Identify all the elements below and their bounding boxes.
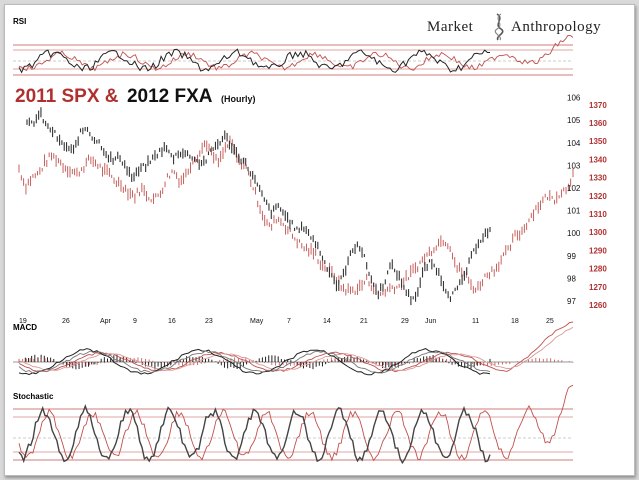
spx-price-bars: [18, 135, 574, 297]
spx-tick-label: 1280: [589, 265, 607, 274]
macd-spx-signal: [18, 326, 574, 371]
date-tick-label: 14: [323, 318, 331, 325]
title-note: (Hourly): [221, 94, 256, 104]
fxa-tick-label: 101: [567, 207, 581, 216]
brand-logo: Market Anthropology: [427, 13, 601, 41]
rsi-panel: [13, 35, 574, 76]
rsi-title: RSI: [13, 17, 26, 26]
fxa-tick-label: 106: [567, 94, 581, 103]
date-tick-label: 18: [511, 318, 519, 325]
spx-tick-label: 1330: [589, 174, 607, 183]
macd-fxa-line: [18, 348, 491, 376]
spx-tick-label: 1300: [589, 228, 607, 237]
spx-tick-label: 1350: [589, 137, 607, 146]
stochastic-title: Stochastic: [13, 392, 54, 401]
date-tick-label: 11: [472, 318, 479, 325]
fxa-tick-label: 104: [567, 139, 581, 148]
rsi-spx-line: [18, 35, 574, 72]
fxa-tick-label: 102: [567, 184, 581, 193]
spx-tick-label: 1290: [589, 246, 607, 255]
date-tick-label: May: [250, 318, 264, 325]
fxa-axis-ticks: 97 98 99 100 101 102 103 104 105 106: [567, 94, 581, 306]
chart-title: 2011 SPX & 2012 FXA (Hourly): [15, 86, 255, 107]
brand-anthropology: Anthropology: [511, 19, 601, 35]
spx-tick-label: 1270: [589, 283, 607, 292]
title-black-part: 2012 FXA: [127, 86, 213, 107]
rsi-fxa-line: [18, 48, 490, 74]
fxa-tick-label: 99: [567, 252, 576, 261]
fxa-tick-label: 105: [567, 116, 581, 125]
spx-tick-label: 1360: [589, 119, 607, 128]
macd-spx-line: [18, 321, 574, 373]
chart-frame: 97 98 99 100 101 102 103 104 105 106 1260 1270 1280…: [4, 4, 635, 476]
fxa-tick-label: 97: [567, 297, 576, 306]
date-tick-label: 19: [19, 318, 27, 325]
date-tick-label: Jun: [425, 318, 436, 325]
fxa-tick-label: 100: [567, 229, 581, 238]
macd-title: MACD: [13, 323, 37, 332]
spx-tick-label: 1370: [589, 101, 607, 110]
title-red-part: 2011 SPX &: [15, 86, 119, 107]
date-tick-label: 23: [205, 318, 213, 325]
macd-panel: [13, 321, 574, 376]
date-tick-label: Apr: [100, 318, 112, 325]
stochastic-panel: [13, 384, 574, 465]
date-tick-label: 21: [360, 318, 368, 325]
fxa-tick-label: 103: [567, 161, 581, 170]
dna-helix-icon: [494, 13, 504, 41]
date-tick-label: 29: [401, 318, 409, 325]
macd-fxa-signal: [18, 350, 491, 374]
date-tick-label: 7: [287, 318, 291, 325]
date-tick-label: 9: [133, 318, 137, 325]
brand-market: Market: [427, 19, 474, 35]
fxa-tick-label: 98: [567, 274, 576, 283]
stochastic-fxa-line: [18, 404, 491, 465]
date-axis-ticks: 19 26 Apr 9 16 23 May 7 14 21 29 Jun 11 18 25: [19, 318, 554, 325]
stochastic-spx-line: [18, 384, 574, 462]
date-tick-label: 25: [546, 318, 554, 325]
spx-tick-label: 1260: [589, 301, 607, 310]
spx-tick-label: 1320: [589, 192, 607, 201]
date-tick-label: 16: [168, 318, 176, 325]
date-tick-label: 26: [62, 318, 70, 325]
spx-tick-label: 1340: [589, 155, 607, 164]
spx-tick-label: 1310: [589, 210, 607, 219]
fxa-price-bars: [26, 107, 491, 306]
spx-axis-ticks: 1260 1270 1280 1290 1300 1310 1320 1330 1340 1350…: [589, 101, 607, 310]
